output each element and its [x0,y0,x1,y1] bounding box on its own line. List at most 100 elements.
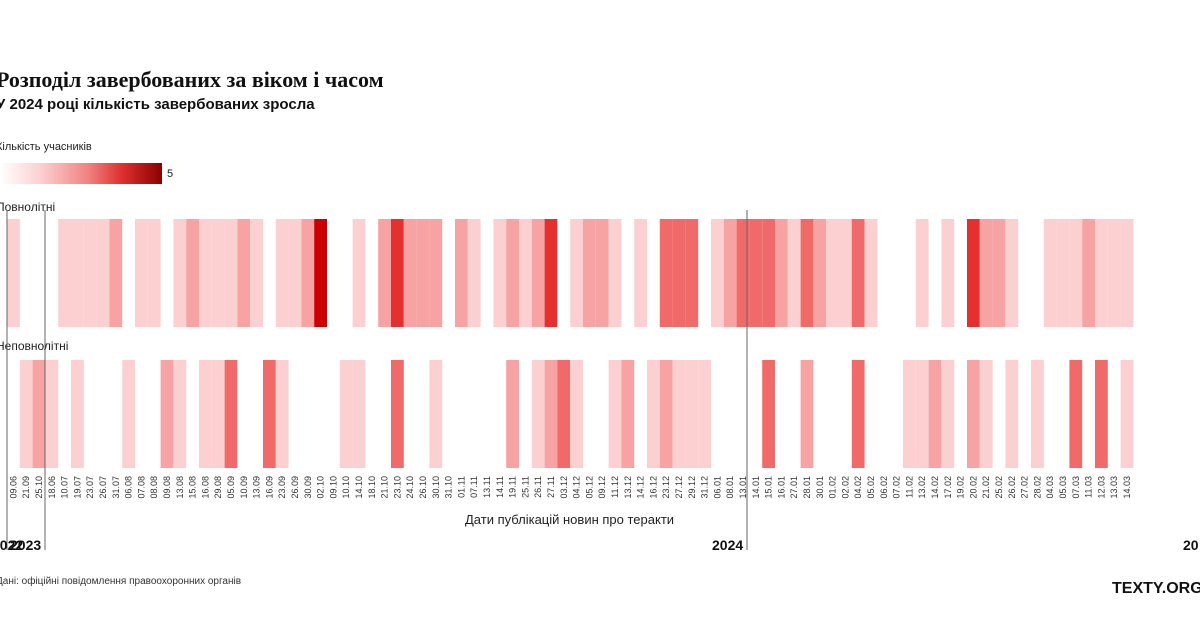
heatmap-cell-minors-27.12 [672,360,686,468]
heatmap-cell-minors-12.03 [1095,360,1108,468]
heatmap-cell-adults-30.01 [813,219,827,327]
x-tick-label: 11.02 [904,476,914,498]
x-tick-label: 31.12 [700,476,710,499]
heatmap-cell-minors-31.12 [698,360,711,468]
heatmap-cell-adults-21.10 [378,219,391,327]
heatmap-cell-minors-27.11 [544,360,558,468]
heatmap-cell-adults-29.08 [211,219,225,327]
x-tick-label: 21.09 [21,476,31,499]
heatmap-cell-adults-29.12 [685,219,699,327]
x-tick-label: 18.10 [367,476,377,499]
heatmap-cell-adults-08.08 [147,219,161,327]
x-tick-label: 10.07 [60,476,70,499]
heatmap-cell-adults-02.10 [314,219,327,327]
heatmap-cell-minors-23.12 [659,360,673,468]
x-tick-label: 21.10 [380,476,390,499]
x-tick-label: 10.09 [239,476,249,499]
heatmap-cell-adults-19.11 [506,219,519,327]
heatmap-cell-adults-04.12 [570,219,583,327]
x-tick-label: 06.08 [124,476,134,499]
heatmap-cell-minors-21.02 [979,360,993,468]
x-tick-label: 14.01 [751,476,761,499]
heatmap-cell-adults-26.07 [96,219,110,327]
heatmap-cell-minors-04.12 [570,360,583,468]
legend-color-scale [0,163,162,184]
heatmap-cell-minors-28.02 [1031,360,1044,468]
heatmap-cell-adults-13.02 [915,219,929,327]
row-label-adults: Повнолітні [0,200,56,214]
heatmap-cell-minors-11.02 [903,360,916,468]
heatmap-cell-adults-05.03 [1056,219,1070,327]
heatmap-cell-adults-10.09 [237,219,251,327]
heatmap-cell-minors-04.02 [851,360,865,468]
heatmap-cell-adults-26.02 [1005,219,1019,327]
heatmap-cell-minors-19.11 [506,360,519,468]
x-tick-label: 29.08 [213,476,223,499]
heatmap-cell-adults-06.01 [711,219,724,327]
heatmap-cell-minors-23.09 [275,360,289,468]
x-tick-label: 24.10 [405,476,415,499]
x-tick-label: 26.09 [290,476,300,499]
x-tick-label: 23.12 [661,476,671,499]
x-tick-label: 16.12 [648,476,658,499]
heatmap-cell-adults-02.02 [839,219,852,327]
x-tick-label: 07.03 [1071,476,1081,499]
heatmap-cell-minors-16.09 [263,360,276,468]
x-tick-label: 09.10 [328,476,338,499]
heatmap-cell-adults-13.09 [250,219,263,327]
x-tick-label: 06.01 [712,476,722,499]
x-tick-label: 08.08 [149,476,159,499]
x-tick-label: 01.11 [456,476,466,498]
heatmap-cell-adults-16.01 [775,219,788,327]
heatmap-cell-adults-17.02 [941,219,955,327]
x-tick-label: 16.09 [264,476,274,499]
x-tick-label: 04.02 [853,476,863,499]
x-tick-label: 21.02 [981,476,991,499]
x-tick-label: 05.03 [1058,476,1068,499]
heatmap-cell-adults-23.09 [275,219,289,327]
x-tick-label: 26.02 [1007,476,1017,499]
heatmap-cell-minors-16.12 [647,360,660,468]
heatmap-cell-adults-05.02 [864,219,878,327]
heatmap-cell-minors-14.10 [352,360,366,468]
x-tick-label: 16.01 [776,476,786,499]
heatmap-cell-adults-23.10 [391,219,404,327]
heatmap-cell-adults-26.09 [288,219,302,327]
heatmap-cell-minors-25.10 [32,360,46,468]
heatmap-cell-minors-21.09 [19,360,33,468]
x-tick-label: 12.03 [1096,476,1106,499]
x-tick-label: 23.09 [277,476,287,499]
x-tick-label: 08.01 [725,476,735,499]
x-tick-label: 13.03 [1109,476,1119,499]
x-tick-label: 26.11 [533,476,543,498]
row-label-minors: Неповнолітні [0,339,69,353]
heatmap-cell-adults-27.01 [787,219,801,327]
heatmap-cell-minors-07.03 [1069,360,1083,468]
year-label-2023: 2023 [10,537,42,553]
x-tick-label: 13.02 [917,476,927,499]
heatmap-cell-adults-26.10 [416,219,430,327]
heatmap-cell-minors-23.10 [391,360,404,468]
year-label-2024: 2024 [712,537,744,553]
heatmap-cell-adults-25.02 [992,219,1006,327]
x-axis-title: Дати публікацій новин про теракти [465,512,675,527]
heatmap-cell-adults-26.11 [531,219,545,327]
heatmap-cell-adults-07.08 [135,219,148,327]
heatmap-cell-adults-24.10 [403,219,417,327]
x-tick-label: 09.08 [162,476,172,499]
x-tick-label: 19.02 [956,476,966,499]
x-tick-label: 29.12 [687,476,697,499]
heatmap-cell-adults-14.10 [352,219,366,327]
chart-title: Розподіл завербованих за віком і часом [0,67,384,92]
brand-logo: TEXTY.ORG. [1112,580,1200,597]
x-tick-label: 04.12 [572,476,582,499]
x-tick-label: 19.07 [72,476,82,499]
year-label-2025: 20 [1183,537,1199,553]
heatmap-cell-minors-13.02 [915,360,929,468]
x-tick-label: 18.06 [47,476,57,499]
x-tick-label: 31.10 [444,476,454,499]
heatmap-cell-minors-11.12 [608,360,622,468]
x-tick-label: 09.12 [597,476,607,499]
heatmap-cell-minors-20.02 [967,360,980,468]
heatmap-cell-adults-11.03 [1082,219,1095,327]
